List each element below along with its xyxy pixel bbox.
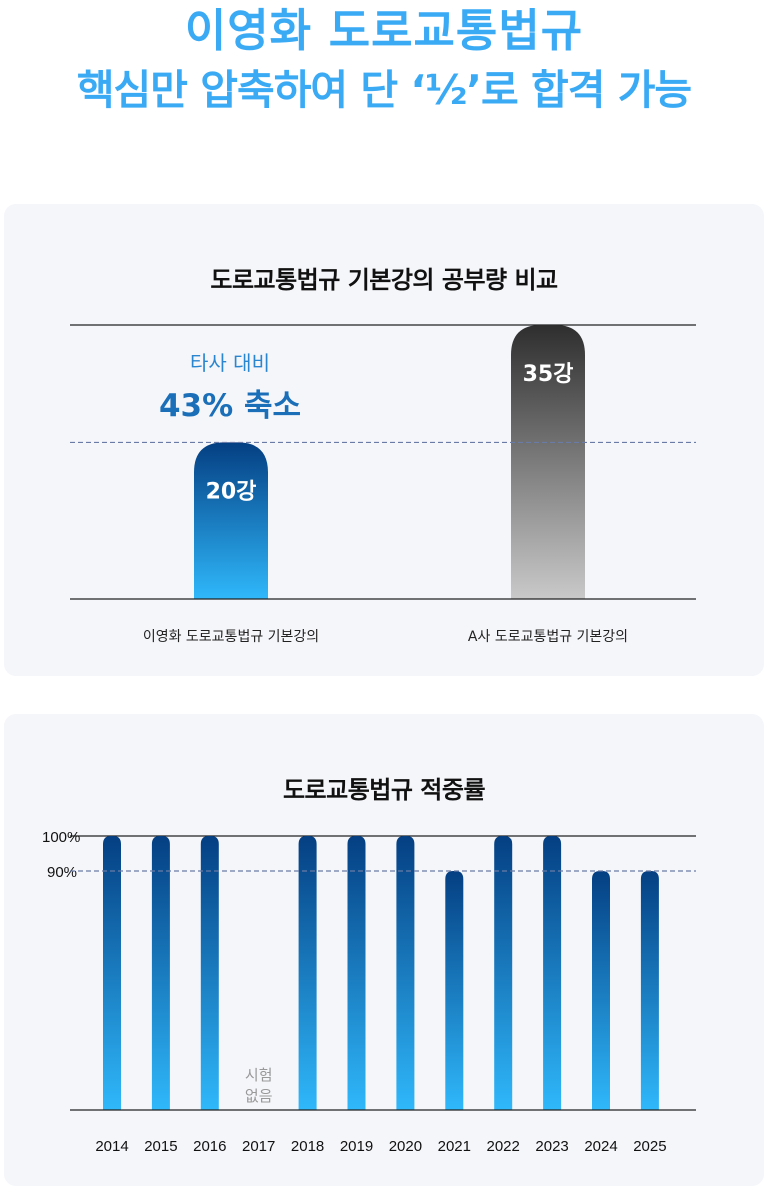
pass-bar-2014	[103, 836, 121, 1110]
pass-bar-2019	[347, 836, 366, 1110]
pass-bar-2022	[494, 836, 513, 1110]
pass-bar-2015	[151, 836, 170, 1110]
pass-bar-2016	[200, 836, 219, 1110]
pass-bar-2023	[543, 836, 562, 1110]
pass-year-label-2021: 2021	[438, 1138, 471, 1155]
pass-year-label-2023: 2023	[535, 1138, 568, 1155]
pass-rate-chart-title: 도로교통법규 적중률	[282, 776, 486, 804]
pass-year-label-2025: 2025	[633, 1138, 666, 1155]
compare-callout-main: 43% 축소	[159, 388, 301, 424]
headline: 이영화 도로교통법규 핵심만 압축하여 단 ‘½’로 합격 가능	[0, 2, 768, 120]
compare-category-label-2: A사 도로교통법규 기본강의	[468, 629, 628, 645]
pass-no-exam-note-line-2: 없음	[245, 1087, 273, 1105]
pass-year-label-2020: 2020	[389, 1138, 422, 1155]
pass-year-label-2014: 2014	[95, 1138, 128, 1155]
pass-rate-chart-panel: 도로교통법규 적중률 100% 90% 2014 2015 2016 2017 2018 20…	[4, 714, 764, 1186]
pass-year-label-2022: 2022	[487, 1138, 520, 1155]
pass-year-label-2017: 2017	[242, 1138, 275, 1155]
pass-bar-2021	[445, 871, 464, 1110]
pass-bar-2024	[592, 871, 610, 1110]
pass-bar-2025	[640, 871, 659, 1110]
pass-bar-2018	[298, 836, 317, 1110]
pass-ytick-100: 100%	[42, 829, 80, 846]
pass-bar-2020	[396, 836, 415, 1110]
compare-bar-value-1: 20강	[206, 479, 257, 504]
pass-rate-chart-svg: 100% 90% 2014 2015 2016 2017 2018 2019 2020 2021 2…	[42, 829, 696, 1155]
pass-ytick-90: 90%	[47, 864, 77, 881]
pass-year-label-2018: 2018	[291, 1138, 324, 1155]
compare-category-label-1: 이영화 도로교통법규 기본강의	[143, 629, 319, 645]
pass-year-label-2016: 2016	[193, 1138, 226, 1155]
pass-year-label-2015: 2015	[144, 1138, 177, 1155]
compare-bar-1	[194, 442, 268, 599]
compare-bar-value-2: 35강	[523, 362, 574, 387]
pass-year-label-2019: 2019	[340, 1138, 373, 1155]
compare-chart-title: 도로교통법규 기본강의 공부량 비교	[210, 266, 558, 294]
pass-no-exam-note-line-1: 시험	[245, 1066, 273, 1084]
headline-line-2: 핵심만 압축하여 단 ‘½’로 합격 가능	[76, 66, 692, 114]
pass-year-label-2024: 2024	[584, 1138, 617, 1155]
compare-bar-2	[511, 325, 585, 599]
compare-callout-sub: 타사 대비	[190, 351, 270, 375]
headline-line-1: 이영화 도로교통법규	[184, 4, 584, 57]
